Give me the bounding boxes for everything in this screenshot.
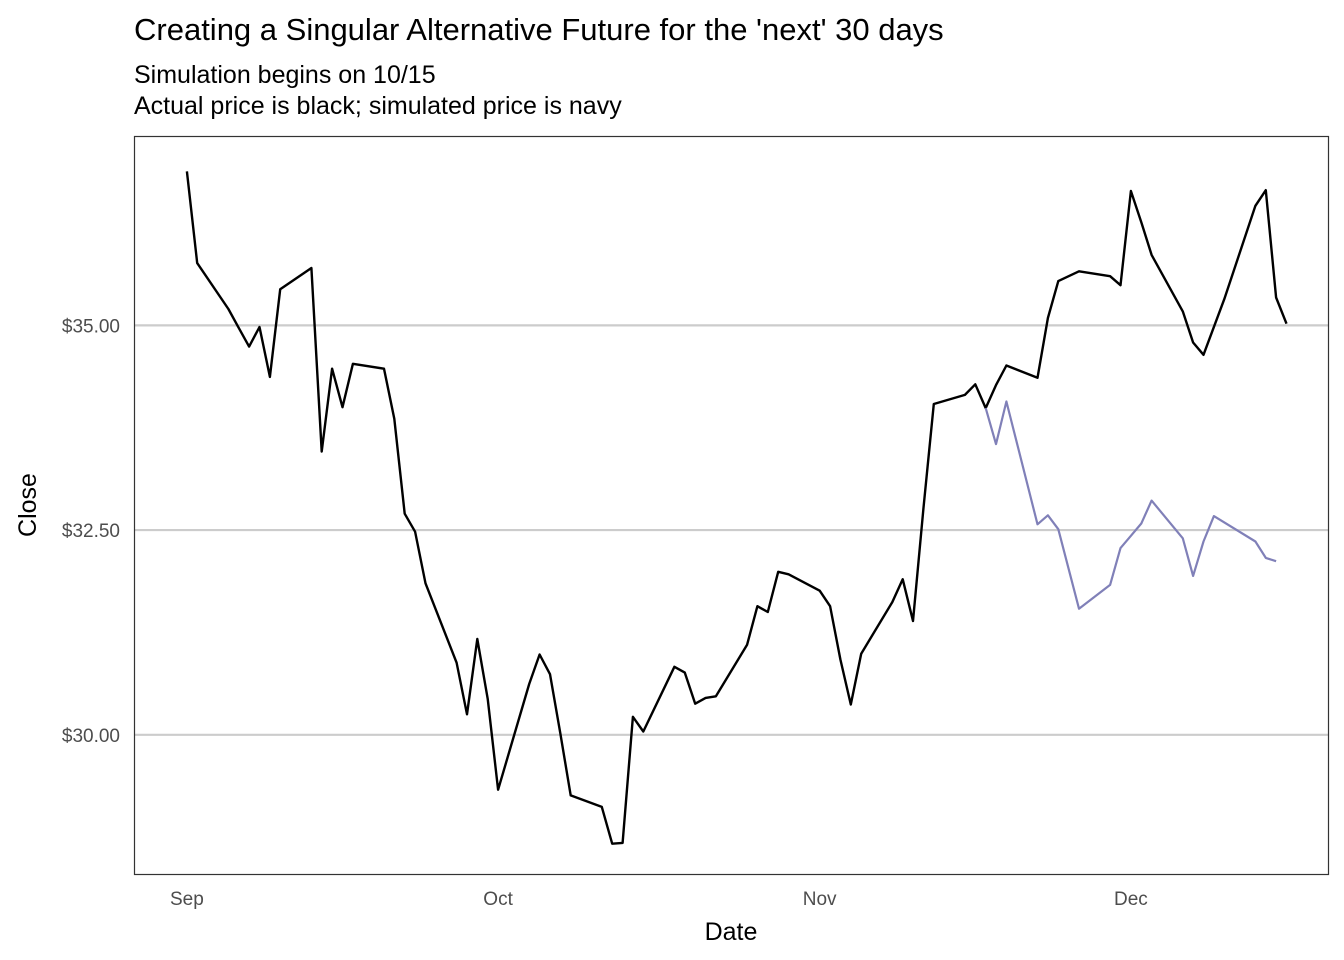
y-tick-label: $32.50 <box>62 521 120 542</box>
gridlines <box>135 324 1328 736</box>
series-line-actual <box>185 171 1288 845</box>
y-axis-title: Close <box>14 473 42 537</box>
chart-title: Creating a Singular Alternative Future f… <box>134 12 944 47</box>
series-line-simulated <box>984 400 1277 610</box>
plot-panel-border <box>133 135 1330 876</box>
series-lines <box>185 171 1288 845</box>
x-tick-label: Nov <box>803 889 837 910</box>
y-tick-label: $35.00 <box>62 316 120 337</box>
x-tick-label: Dec <box>1114 889 1148 910</box>
chart-subtitle-line-2: Actual price is black; simulated price i… <box>134 92 622 120</box>
x-tick-label: Oct <box>483 889 513 910</box>
x-axis-tick-labels: Sep Oct Nov Dec <box>170 889 1148 910</box>
y-tick-label: $30.00 <box>62 726 120 747</box>
x-tick-label: Sep <box>170 889 204 910</box>
chart-subtitle-line-1: Simulation begins on 10/15 <box>134 61 436 89</box>
x-axis-title: Date <box>705 918 758 946</box>
y-axis-tick-labels: $30.00 $32.50 $35.00 <box>62 316 120 746</box>
